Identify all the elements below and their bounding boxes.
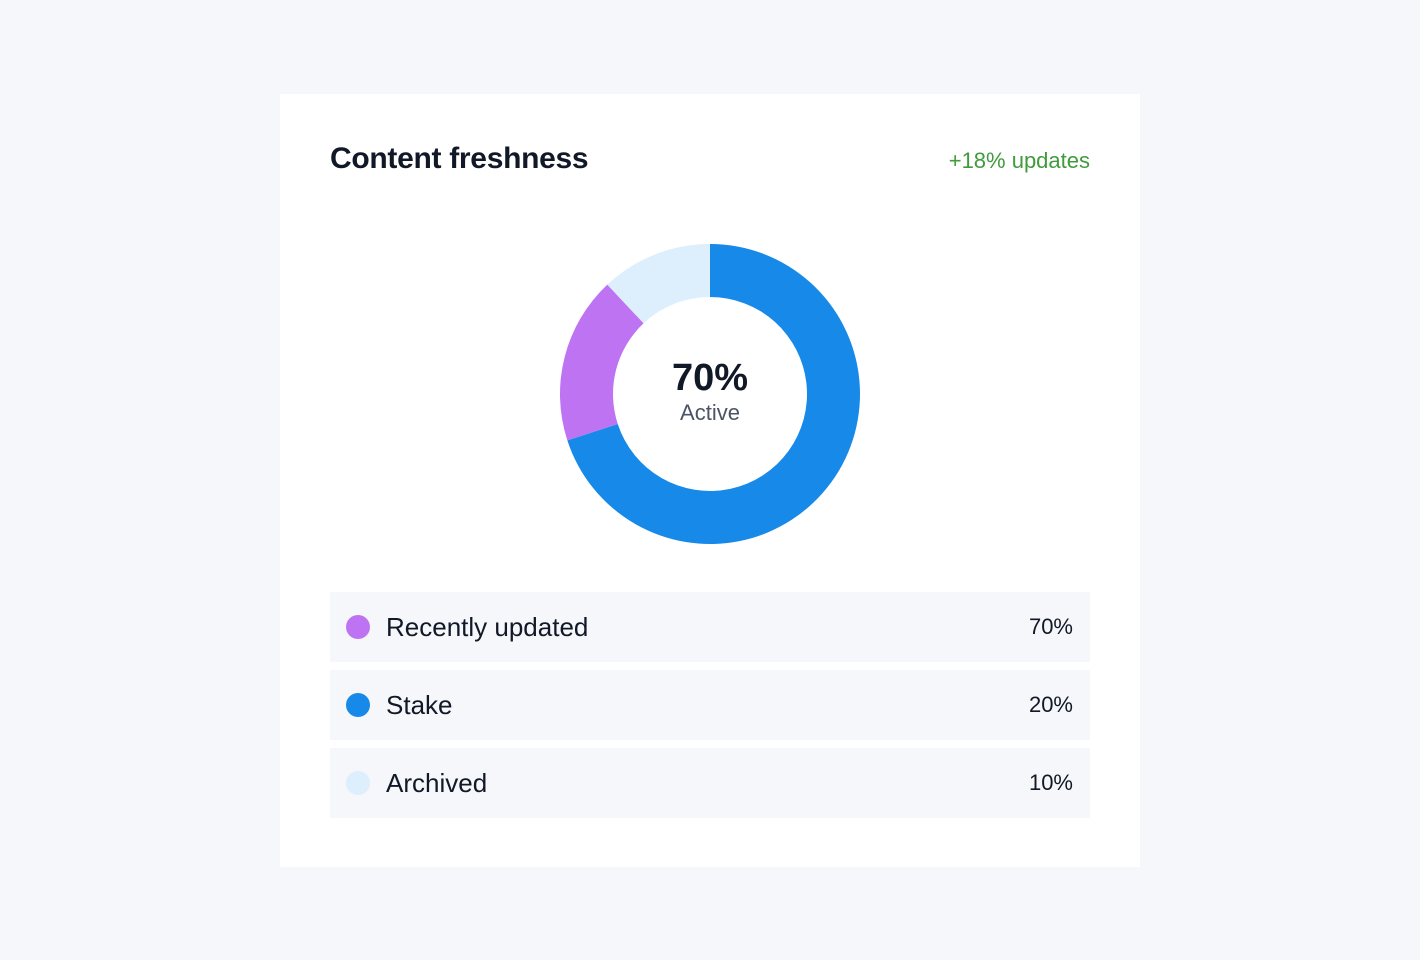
- legend-label: Stake: [386, 690, 453, 720]
- donut-center-value: 70%: [671, 357, 749, 399]
- donut-svg: [560, 244, 860, 544]
- donut-slice-recently-updated: [560, 284, 644, 441]
- legend-label: Recently updated: [386, 612, 589, 642]
- legend-value: 70%: [1028, 614, 1073, 639]
- legend-dot-stake: [346, 693, 370, 717]
- legend-value: 20%: [1028, 692, 1073, 717]
- card-title: Content freshness: [330, 142, 589, 175]
- legend-row-archived: Archived 10%: [330, 748, 1090, 818]
- legend-value: 10%: [1028, 770, 1073, 795]
- legend-dot-archived: [346, 771, 370, 795]
- donut-slice-stake: [567, 244, 860, 544]
- legend-row-stake: Stake 20%: [330, 670, 1090, 740]
- legend-row-recently-updated: Recently updated 70%: [330, 592, 1090, 662]
- legend-dot-recently-updated: [346, 615, 370, 639]
- donut-slice-archived: [607, 244, 710, 324]
- donut-center-label: Active: [680, 400, 740, 425]
- updates-change-badge: +18% updates: [948, 148, 1090, 173]
- donut-chart: 70% Active: [558, 242, 862, 546]
- content-freshness-card: Content freshness +18% updates 70% Activ…: [280, 94, 1140, 867]
- legend: Recently updated 70% Stake 20% Archived …: [330, 592, 1090, 826]
- legend-label: Archived: [386, 768, 488, 798]
